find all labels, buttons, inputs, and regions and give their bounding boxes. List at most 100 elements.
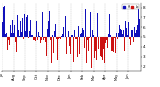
Bar [32, 35, 33, 37]
Bar [37, 37, 38, 40]
Bar [84, 37, 85, 48]
Bar [69, 37, 70, 46]
Bar [50, 37, 51, 40]
Bar [34, 37, 35, 40]
Bar [39, 36, 40, 37]
Bar [72, 35, 73, 37]
Bar [40, 37, 41, 43]
Bar [122, 34, 123, 37]
Bar [53, 37, 54, 53]
Bar [104, 37, 105, 63]
Bar [71, 35, 72, 37]
Bar [88, 32, 89, 37]
Bar [101, 37, 102, 57]
Bar [19, 36, 20, 37]
Bar [31, 35, 32, 37]
Bar [8, 37, 9, 40]
Bar [135, 33, 136, 37]
Bar [90, 12, 91, 37]
Bar [20, 21, 21, 37]
Bar [87, 37, 88, 40]
Bar [47, 29, 48, 37]
Bar [118, 33, 119, 37]
Bar [79, 37, 80, 60]
Bar [102, 37, 103, 60]
Bar [89, 37, 90, 38]
Bar [63, 27, 64, 37]
Bar [132, 29, 133, 37]
Bar [83, 30, 84, 37]
Bar [96, 37, 97, 60]
Bar [38, 32, 39, 37]
Bar [130, 37, 131, 45]
Bar [2, 22, 3, 37]
Bar [78, 26, 79, 37]
Bar [21, 32, 22, 37]
Bar [126, 28, 127, 37]
Bar [100, 37, 101, 56]
Bar [6, 33, 7, 37]
Bar [57, 37, 58, 60]
Bar [15, 37, 16, 42]
Bar [82, 28, 83, 37]
Bar [23, 37, 24, 39]
Bar [5, 34, 6, 37]
Bar [41, 37, 42, 40]
Bar [54, 31, 55, 37]
Bar [73, 37, 74, 62]
Bar [74, 30, 75, 37]
Bar [68, 37, 69, 42]
Bar [58, 37, 59, 39]
Bar [26, 17, 27, 37]
Bar [127, 35, 128, 37]
Bar [59, 37, 60, 38]
Bar [129, 37, 130, 39]
Bar [56, 37, 57, 39]
Bar [29, 31, 30, 37]
Bar [105, 37, 106, 43]
Bar [61, 36, 62, 37]
Bar [18, 30, 19, 37]
Bar [46, 37, 47, 56]
Bar [99, 37, 100, 52]
Bar [35, 37, 36, 41]
Bar [14, 25, 15, 37]
Bar [94, 37, 95, 58]
Bar [81, 33, 82, 37]
Bar [138, 8, 139, 37]
Bar [9, 37, 10, 45]
Bar [123, 30, 124, 37]
Bar [33, 37, 34, 40]
Bar [103, 37, 104, 49]
Bar [13, 33, 14, 37]
Bar [44, 37, 45, 38]
Bar [51, 37, 52, 63]
Bar [125, 21, 126, 37]
Bar [133, 37, 134, 42]
Bar [95, 37, 96, 51]
Bar [24, 14, 25, 37]
Bar [3, 7, 4, 37]
Bar [91, 37, 92, 68]
Bar [106, 37, 107, 40]
Bar [7, 37, 8, 53]
Bar [76, 37, 77, 39]
Bar [119, 37, 120, 43]
Bar [115, 37, 116, 53]
Bar [136, 30, 137, 37]
Bar [16, 37, 17, 44]
Bar [52, 35, 53, 37]
Bar [134, 27, 135, 37]
Bar [66, 37, 67, 54]
Bar [48, 21, 49, 37]
Bar [131, 30, 132, 37]
Bar [27, 30, 28, 37]
Bar [75, 37, 76, 39]
Bar [30, 20, 31, 37]
Bar [112, 37, 113, 51]
Bar [22, 18, 23, 37]
Bar [28, 37, 29, 38]
Bar [107, 37, 108, 48]
Bar [43, 37, 44, 39]
Bar [117, 37, 118, 39]
